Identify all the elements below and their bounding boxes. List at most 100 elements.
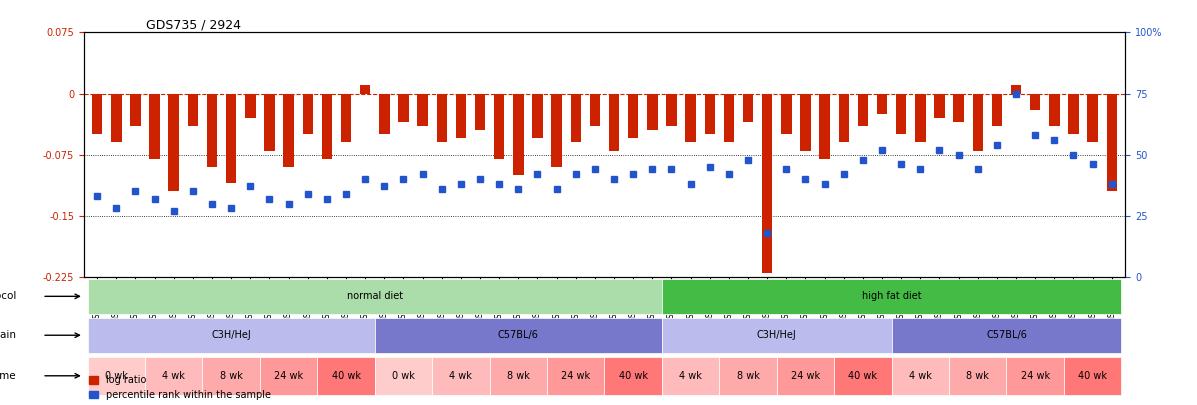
Bar bbox=[360, 85, 370, 94]
Bar bbox=[604, 357, 662, 395]
Bar bbox=[1007, 357, 1064, 395]
Bar bbox=[782, 94, 791, 134]
Bar bbox=[953, 94, 964, 122]
Bar bbox=[341, 94, 351, 143]
Bar bbox=[571, 94, 581, 143]
Bar bbox=[724, 94, 734, 143]
Bar bbox=[322, 94, 333, 159]
Bar bbox=[876, 94, 887, 114]
Bar bbox=[87, 357, 145, 395]
Bar bbox=[705, 94, 715, 134]
Bar bbox=[169, 94, 180, 191]
Bar bbox=[475, 94, 485, 130]
Bar bbox=[552, 94, 561, 167]
Text: 40 wk: 40 wk bbox=[1078, 371, 1107, 381]
Bar bbox=[1068, 94, 1078, 134]
Text: 40 wk: 40 wk bbox=[332, 371, 360, 381]
Bar bbox=[667, 94, 676, 126]
Text: 4 wk: 4 wk bbox=[679, 371, 703, 381]
Bar bbox=[1029, 94, 1040, 110]
Bar bbox=[188, 94, 199, 126]
Bar bbox=[609, 94, 619, 151]
Text: normal diet: normal diet bbox=[347, 291, 403, 301]
Bar bbox=[490, 357, 547, 395]
Text: 24 wk: 24 wk bbox=[791, 371, 820, 381]
Text: high fat diet: high fat diet bbox=[862, 291, 922, 301]
Bar bbox=[375, 318, 662, 353]
Bar bbox=[895, 94, 906, 134]
Bar bbox=[743, 94, 753, 122]
Text: 4 wk: 4 wk bbox=[163, 371, 186, 381]
Text: 0 wk: 0 wk bbox=[105, 371, 128, 381]
Bar bbox=[399, 94, 408, 122]
Text: C57BL/6: C57BL/6 bbox=[498, 330, 539, 340]
Bar bbox=[662, 279, 1122, 314]
Bar bbox=[303, 94, 314, 134]
Text: 24 wk: 24 wk bbox=[1021, 371, 1050, 381]
Text: C57BL/6: C57BL/6 bbox=[986, 330, 1027, 340]
Bar bbox=[150, 94, 160, 159]
Bar bbox=[111, 94, 122, 143]
Bar bbox=[87, 318, 375, 353]
Bar bbox=[662, 318, 892, 353]
Bar bbox=[432, 357, 490, 395]
Bar bbox=[820, 94, 830, 159]
Bar bbox=[1087, 94, 1098, 143]
Bar bbox=[590, 94, 600, 126]
Bar bbox=[858, 94, 868, 126]
Bar bbox=[437, 94, 446, 143]
Bar bbox=[949, 357, 1007, 395]
Bar bbox=[762, 94, 772, 273]
Text: growth protocol: growth protocol bbox=[0, 291, 16, 301]
Bar bbox=[494, 94, 504, 159]
Text: 40 wk: 40 wk bbox=[619, 371, 648, 381]
Bar bbox=[801, 94, 810, 151]
Bar bbox=[934, 94, 944, 118]
Text: 8 wk: 8 wk bbox=[966, 371, 989, 381]
Bar bbox=[207, 94, 218, 167]
Bar bbox=[514, 94, 523, 175]
Bar bbox=[1106, 94, 1117, 191]
Bar bbox=[662, 357, 719, 395]
Bar bbox=[456, 94, 466, 139]
Bar bbox=[834, 357, 892, 395]
Bar bbox=[265, 94, 275, 151]
Bar bbox=[648, 94, 657, 130]
Bar bbox=[1064, 357, 1122, 395]
Bar bbox=[202, 357, 260, 395]
Text: 24 wk: 24 wk bbox=[274, 371, 303, 381]
Bar bbox=[87, 279, 662, 314]
Text: 8 wk: 8 wk bbox=[506, 371, 530, 381]
Text: time: time bbox=[0, 371, 16, 381]
Bar bbox=[915, 94, 925, 143]
Bar bbox=[628, 94, 638, 139]
Bar bbox=[839, 94, 849, 143]
Text: 8 wk: 8 wk bbox=[220, 371, 243, 381]
Bar bbox=[379, 94, 389, 134]
Text: 4 wk: 4 wk bbox=[909, 371, 931, 381]
Bar bbox=[375, 357, 432, 395]
Bar bbox=[130, 94, 141, 126]
Text: C3H/HeJ: C3H/HeJ bbox=[757, 330, 797, 340]
Text: 0 wk: 0 wk bbox=[393, 371, 415, 381]
Bar bbox=[892, 357, 949, 395]
Bar bbox=[1010, 85, 1021, 94]
Bar bbox=[686, 94, 695, 143]
Bar bbox=[777, 357, 834, 395]
Bar bbox=[719, 357, 777, 395]
Legend: log ratio, percentile rank within the sample: log ratio, percentile rank within the sa… bbox=[89, 375, 272, 400]
Text: 8 wk: 8 wk bbox=[736, 371, 759, 381]
Bar bbox=[284, 94, 294, 167]
Text: C3H/HeJ: C3H/HeJ bbox=[212, 330, 251, 340]
Bar bbox=[972, 94, 983, 151]
Bar bbox=[92, 94, 103, 134]
Text: 4 wk: 4 wk bbox=[450, 371, 473, 381]
Text: GDS735 / 2924: GDS735 / 2924 bbox=[146, 18, 242, 31]
Text: 40 wk: 40 wk bbox=[849, 371, 877, 381]
Bar bbox=[260, 357, 317, 395]
Bar bbox=[547, 357, 604, 395]
Bar bbox=[226, 94, 237, 183]
Bar bbox=[245, 94, 256, 118]
Bar bbox=[1049, 94, 1059, 126]
Text: 24 wk: 24 wk bbox=[561, 371, 590, 381]
